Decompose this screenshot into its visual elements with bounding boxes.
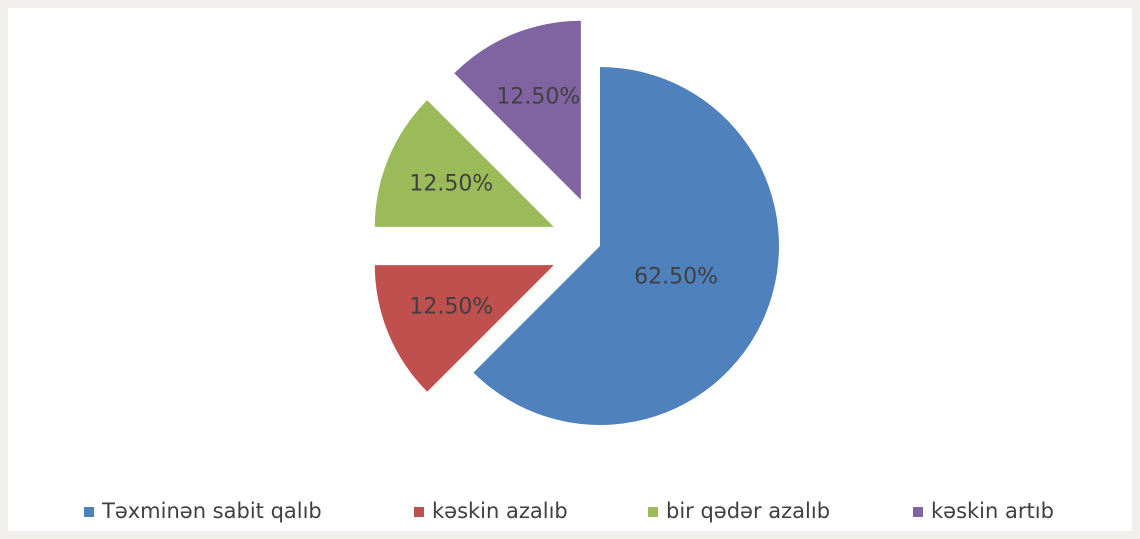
data-label: 12.50% xyxy=(496,84,580,109)
legend-swatch xyxy=(414,507,424,517)
legend-swatch xyxy=(648,507,658,517)
legend-swatch xyxy=(913,507,923,517)
pie-slice xyxy=(473,67,779,426)
legend-label: kəskin artıb xyxy=(931,499,1054,523)
data-label: 12.50% xyxy=(409,295,493,320)
pie-slice xyxy=(454,20,581,200)
legend-label: kəskin azalıb xyxy=(432,499,568,523)
data-label: 62.50% xyxy=(634,265,718,290)
data-label: 12.50% xyxy=(409,171,493,196)
pie-slice xyxy=(374,100,554,227)
legend-label: bir qədər azalıb xyxy=(666,499,830,523)
legend-swatch xyxy=(84,507,94,517)
pie-slice xyxy=(374,265,554,392)
legend-label: Təxminən sabit qalıb xyxy=(101,499,322,523)
